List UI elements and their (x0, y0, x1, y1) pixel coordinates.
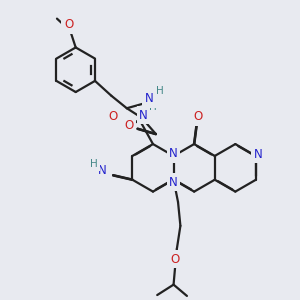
Text: H: H (156, 86, 164, 96)
Text: N: N (98, 164, 107, 177)
Text: N: N (169, 147, 178, 160)
Text: H: H (90, 159, 98, 169)
Text: N: N (254, 148, 263, 161)
Text: N: N (139, 109, 148, 122)
Text: O: O (109, 110, 118, 123)
Text: O: O (64, 18, 73, 31)
Text: N: N (169, 176, 178, 189)
Text: O: O (124, 119, 133, 132)
Text: O: O (170, 253, 180, 266)
Text: H: H (149, 102, 157, 112)
Text: N: N (144, 92, 153, 105)
Text: O: O (194, 110, 203, 123)
